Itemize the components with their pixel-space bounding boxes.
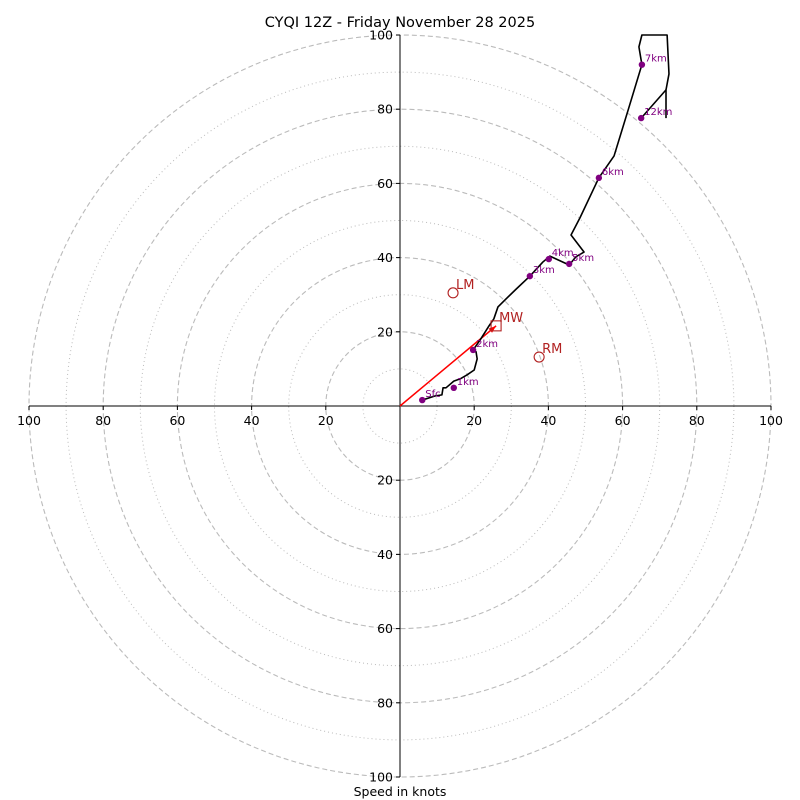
height-marker-12km: 12km xyxy=(637,107,672,122)
height-marker-6km: 6km xyxy=(595,167,624,182)
height-marker-dot xyxy=(565,260,573,268)
height-marker-label: 4km xyxy=(552,248,574,259)
x-tick-label: 40 xyxy=(244,413,260,428)
storm-motion-label: MW xyxy=(499,311,523,326)
x-tick-label: 80 xyxy=(95,413,111,428)
height-marker-dot xyxy=(637,114,645,122)
storm-motion-lm: LM xyxy=(447,278,475,299)
height-marker-dot xyxy=(545,255,552,263)
y-tick-label: 20 xyxy=(377,324,393,339)
height-marker-2km: 2km xyxy=(469,339,498,354)
storm-motion-label: RM xyxy=(542,342,562,357)
chart-title: CYQI 12Z - Friday November 28 2025 xyxy=(265,15,535,31)
storm-motion-rm: RM xyxy=(533,342,562,363)
height-marker-sfc: Sfc xyxy=(419,389,441,404)
storm-motion-circle xyxy=(533,351,545,363)
height-marker-label: 12km xyxy=(644,107,672,118)
height-marker-label: 6km xyxy=(602,167,624,178)
height-marker-7km: 7km xyxy=(638,54,667,68)
height-marker-4km: 4km xyxy=(545,248,574,263)
x-tick-label: 40 xyxy=(540,413,556,428)
y-tick-labels: 100 80 60 40 20 20 40 60 80 100 xyxy=(369,28,400,785)
hodograph-line-upper xyxy=(640,89,667,119)
storm-motion-label: LM xyxy=(456,278,474,293)
x-axis-label: Speed in knots xyxy=(354,784,447,799)
x-tick-label: 20 xyxy=(466,413,482,428)
x-tick-label: 60 xyxy=(169,413,185,428)
height-marker-label: 5km xyxy=(572,253,594,264)
y-tick-label: 40 xyxy=(377,547,393,562)
storm-motion-circle xyxy=(447,287,459,299)
height-marker-dot xyxy=(469,346,477,354)
height-marker-dot xyxy=(526,272,534,280)
y-tick-label: 80 xyxy=(377,102,393,117)
y-tick-label: 60 xyxy=(377,621,393,636)
height-marker-3km: 3km xyxy=(526,265,555,280)
x-tick-label: 100 xyxy=(759,413,783,428)
height-marker-label: 7km xyxy=(645,54,667,65)
height-marker-dot xyxy=(450,384,457,392)
x-tick-label: 80 xyxy=(689,413,705,428)
y-tick-label: 100 xyxy=(369,770,393,785)
height-marker-label: 3km xyxy=(533,265,555,276)
x-tick-label: 100 xyxy=(17,413,41,428)
height-marker-dot xyxy=(419,396,426,404)
storm-motion-markers: LM MW RM xyxy=(447,278,562,363)
y-tick-label: 100 xyxy=(369,28,393,43)
height-marker-label: 2km xyxy=(476,339,498,350)
height-marker-1km: 1km xyxy=(450,377,479,392)
storm-motion-mw: MW xyxy=(490,311,523,332)
storm-motion-square xyxy=(490,320,502,332)
y-tick-label: 20 xyxy=(377,473,393,488)
x-tick-label: 60 xyxy=(615,413,631,428)
y-tick-label: 80 xyxy=(377,695,393,710)
height-marker-label: 1km xyxy=(457,377,479,388)
height-marker-5km: 5km xyxy=(565,253,594,268)
shear-vector-arrowhead xyxy=(488,325,497,333)
x-tick-label: 20 xyxy=(318,413,334,428)
y-tick-label: 40 xyxy=(377,250,393,265)
height-marker-dot xyxy=(595,174,603,182)
y-tick-label: 60 xyxy=(377,176,393,191)
height-marker-label: Sfc xyxy=(425,389,440,400)
x-tick-labels: 100 80 60 40 20 20 40 60 80 100 xyxy=(17,406,783,428)
height-marker-dot xyxy=(638,61,646,68)
